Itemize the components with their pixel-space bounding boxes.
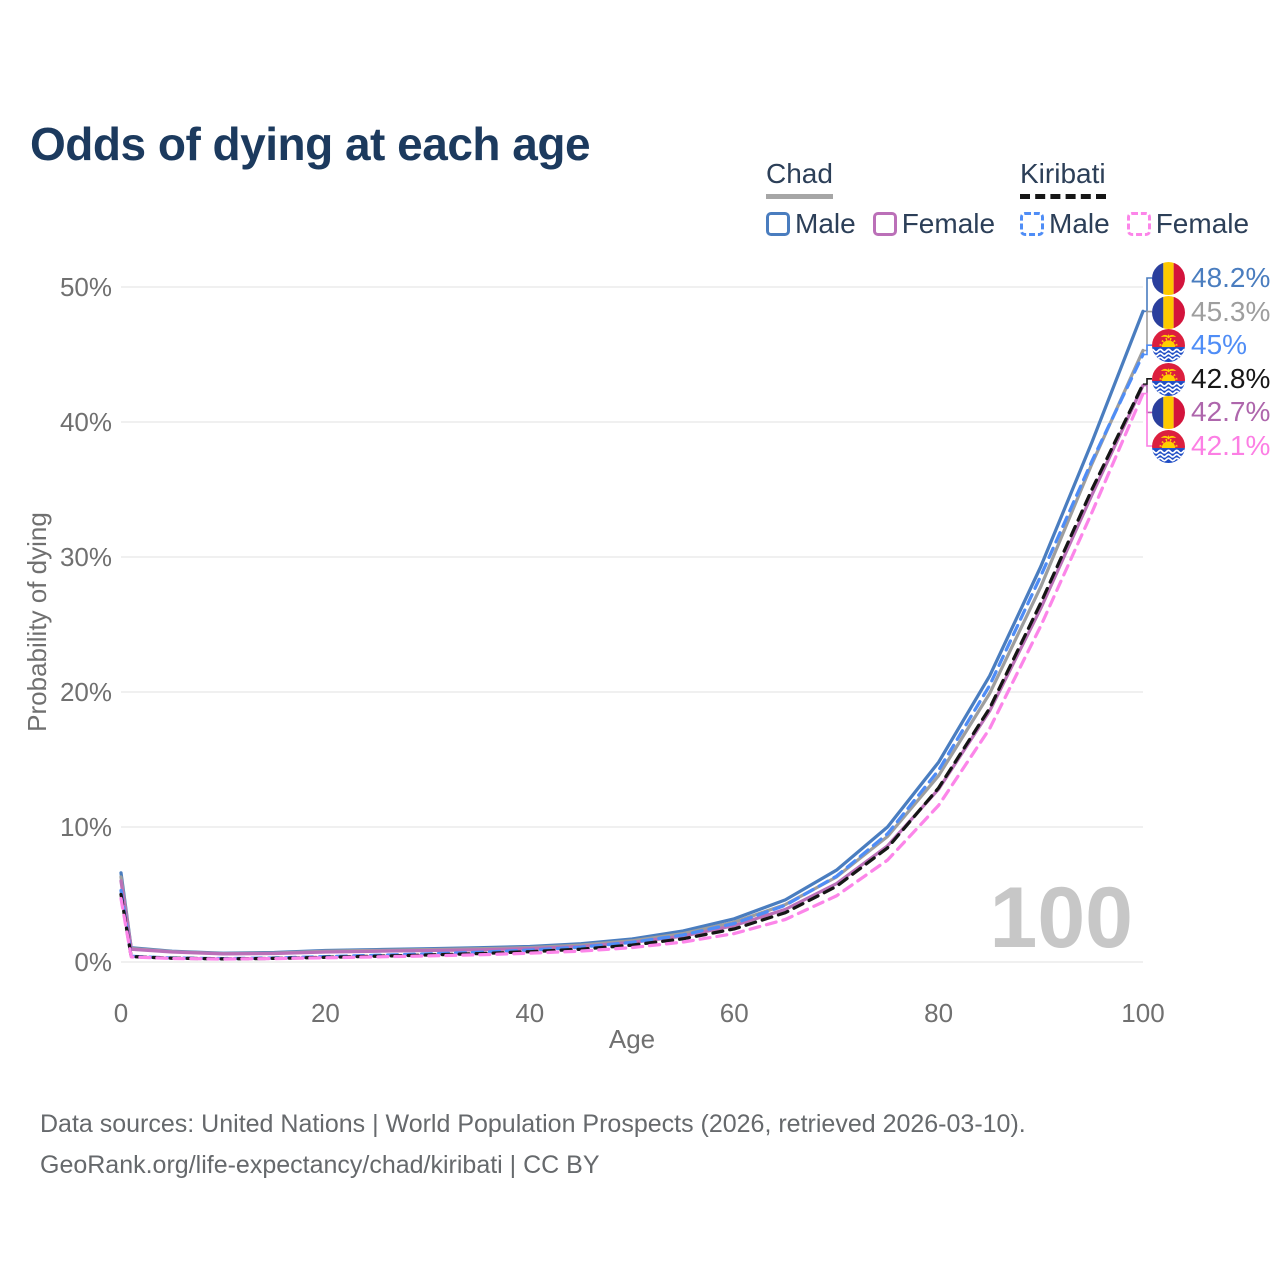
x-tick-label-80: 80 bbox=[924, 998, 953, 1028]
y-axis-title: Probability of dying bbox=[22, 512, 52, 732]
kiribati-male-swatch-icon bbox=[1020, 212, 1044, 236]
series-line-kiribati_female bbox=[119, 391, 1145, 961]
series-line-chad_female bbox=[119, 383, 1145, 956]
leader-line-kiribati_female bbox=[1143, 392, 1152, 447]
legend-label-chad-female: Female bbox=[901, 208, 996, 239]
series-line-chad_male bbox=[119, 309, 1145, 955]
y-tick-label-10: 10% bbox=[60, 812, 112, 842]
y-tick-label-50: 50% bbox=[60, 272, 112, 302]
page-title: Odds of dying at each age bbox=[30, 117, 591, 170]
hover-age-text: 100 bbox=[990, 870, 1134, 966]
chad-female-swatch-icon bbox=[872, 212, 897, 236]
y-tick-label-40: 40% bbox=[60, 407, 112, 437]
x-axis-title: Age bbox=[609, 1024, 655, 1054]
legend-item-kiribati-male[interactable]: Male bbox=[1020, 208, 1110, 240]
kiribati-flag-icon bbox=[1152, 328, 1185, 362]
chad-flag-icon bbox=[1152, 395, 1185, 429]
kiribati-female-swatch-icon bbox=[1126, 212, 1151, 236]
hover-age-watermark: 100 bbox=[990, 870, 1134, 966]
legend-item-kiribati-female[interactable]: Female bbox=[1126, 208, 1250, 240]
end-label-kiribati_male: 45% bbox=[1152, 328, 1247, 362]
leader-line-kiribati_total bbox=[1143, 377, 1152, 386]
axes: 0% 10% 20% 30% 40% 50% 0 20 40 60 80 100 Age Probabil… bbox=[22, 272, 1165, 1054]
data-sources-text: Data sources: United Nations | World Pop… bbox=[40, 1110, 1026, 1138]
end-label-value-chad_male: 48.2% bbox=[1191, 262, 1271, 293]
end-label-chad_female: 42.7% bbox=[1152, 395, 1270, 429]
leader-line-kiribati_male bbox=[1143, 344, 1152, 356]
end-label-value-kiribati_female: 42.1% bbox=[1191, 430, 1271, 461]
end-label-chad_male: 48.2% bbox=[1152, 261, 1270, 295]
x-tick-label-100: 100 bbox=[1121, 998, 1164, 1028]
legend-label-chad-male: Male bbox=[795, 208, 856, 239]
legend-items-kiribati: Male Female bbox=[1020, 208, 1249, 240]
end-label-leader-lines bbox=[1143, 277, 1152, 447]
series-lines bbox=[119, 309, 1145, 961]
end-label-kiribati_total: 42.8% bbox=[1152, 362, 1270, 396]
legend-item-chad-male[interactable]: Male bbox=[766, 208, 856, 240]
gridlines bbox=[121, 286, 1143, 963]
chad-male-swatch-icon bbox=[766, 212, 790, 236]
series-line-chad_total bbox=[119, 348, 1145, 956]
legend-item-chad-female[interactable]: Female bbox=[872, 208, 996, 240]
kiribati-flag-icon bbox=[1152, 362, 1185, 396]
legend-group-chad: Chad Male Female bbox=[766, 158, 995, 240]
leader-line-chad_total bbox=[1143, 310, 1152, 352]
y-tick-label-0: 0% bbox=[74, 947, 112, 977]
kiribati-flag-icon bbox=[1152, 429, 1185, 463]
source-url-text: GeoRank.org/life-expectancy/chad/kiribat… bbox=[40, 1151, 600, 1179]
leader-line-chad_male bbox=[1143, 277, 1152, 313]
end-label-kiribati_female: 42.1% bbox=[1152, 429, 1270, 463]
footer: Data sources: United Nations | World Pop… bbox=[40, 1104, 1026, 1186]
end-label-value-chad_female: 42.7% bbox=[1191, 396, 1271, 427]
legend-items-chad: Male Female bbox=[766, 208, 995, 240]
end-label-value-kiribati_total: 42.8% bbox=[1191, 363, 1271, 394]
end-label-value-chad_total: 45.3% bbox=[1191, 296, 1271, 327]
x-tick-label-20: 20 bbox=[311, 998, 340, 1028]
legend-label-kiribati-female: Female bbox=[1155, 208, 1250, 239]
y-tick-label-30: 30% bbox=[60, 542, 112, 572]
series-line-kiribati_male bbox=[119, 352, 1145, 961]
legend-country-chad: Chad bbox=[766, 158, 833, 199]
x-tick-label-60: 60 bbox=[720, 998, 749, 1028]
legend-country-kiribati: Kiribati bbox=[1020, 158, 1106, 199]
chad-flag-icon bbox=[1152, 295, 1185, 329]
end-label-chad_total: 45.3% bbox=[1152, 295, 1270, 329]
legend-label-kiribati-male: Male bbox=[1049, 208, 1110, 239]
x-tick-label-40: 40 bbox=[515, 998, 544, 1028]
y-tick-label-20: 20% bbox=[60, 677, 112, 707]
end-label-value-kiribati_male: 45% bbox=[1191, 329, 1248, 360]
legend-group-kiribati: Kiribati Male Female bbox=[1020, 158, 1249, 240]
chad-flag-icon bbox=[1152, 261, 1185, 295]
x-tick-label-0: 0 bbox=[114, 998, 128, 1028]
